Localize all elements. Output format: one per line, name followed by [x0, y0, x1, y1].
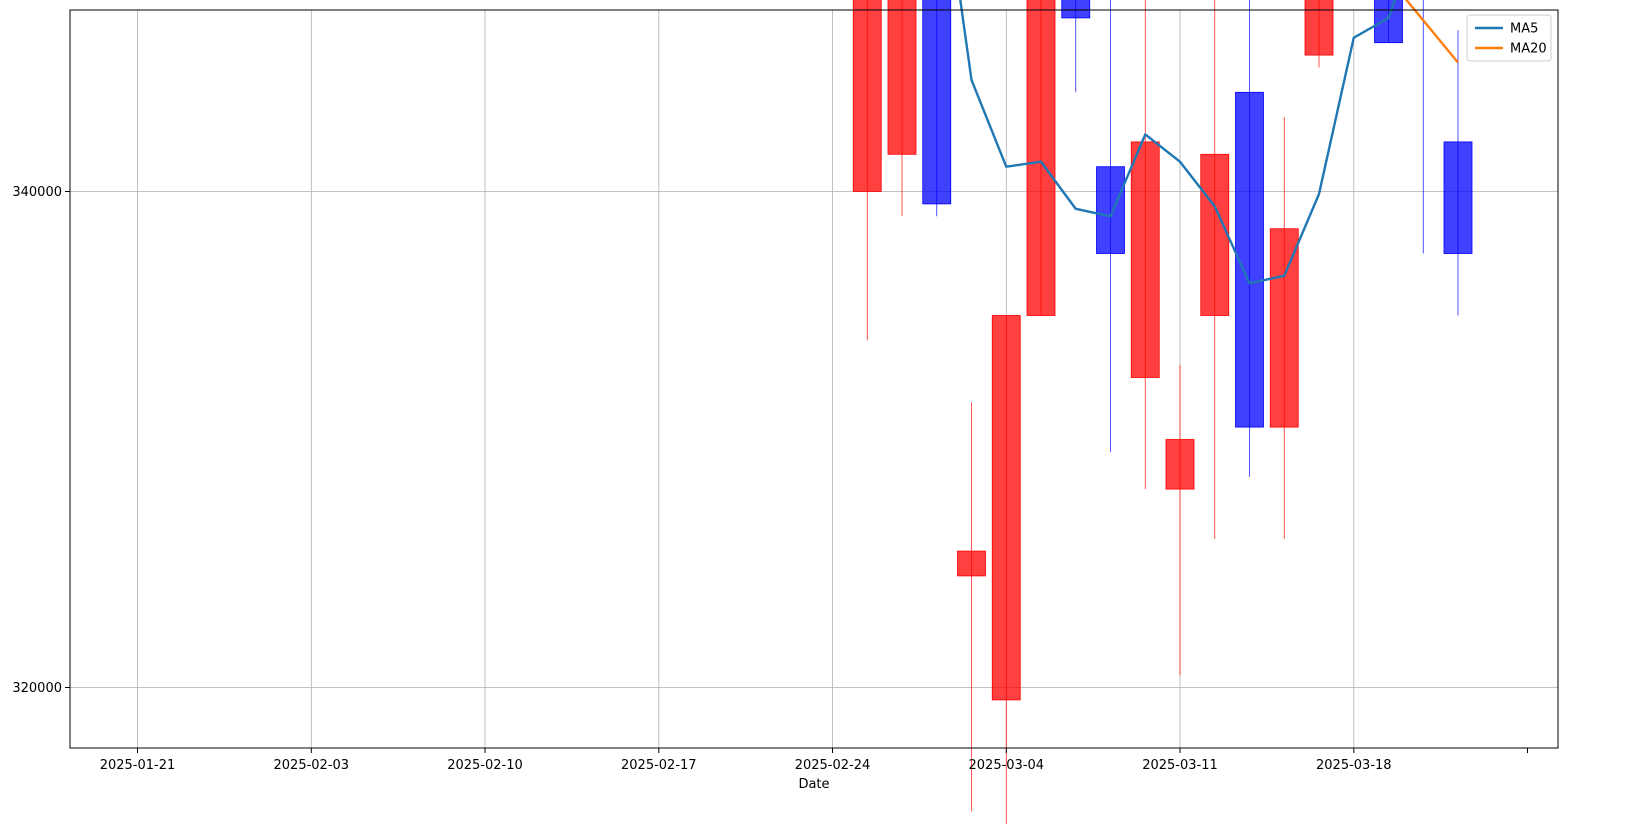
candle-body — [957, 550, 986, 577]
x-tick-label: 2025-01-21 — [100, 758, 176, 773]
candle-body — [1269, 228, 1299, 428]
x-tick-label: 2025-03-18 — [1316, 758, 1392, 773]
x-tick-label: 2025-02-24 — [795, 758, 871, 773]
candle-body — [1096, 166, 1125, 254]
candles — [852, 0, 1473, 824]
series-line-ma5 — [959, 0, 1397, 285]
x-tick-label: 2025-03-11 — [1142, 758, 1218, 773]
candle-body — [1026, 0, 1056, 316]
candle-body — [1165, 439, 1195, 490]
x-axis-ticks: 2025-01-21 2025-02-03 2025-02-10 2025-02-17… — [100, 748, 1528, 773]
candle-body — [1061, 0, 1091, 19]
x-tick-label: 2025-03-04 — [969, 758, 1045, 773]
x-tick-label: 2025-02-10 — [447, 758, 523, 773]
candle-body — [1443, 141, 1473, 254]
plot-frame — [69, 9, 1559, 749]
axes — [69, 9, 1559, 749]
legend-box — [1466, 14, 1552, 62]
candle-body — [1304, 0, 1334, 56]
y-tick-label: 340000 — [12, 185, 62, 200]
x-tick-label: 2025-02-03 — [274, 758, 350, 773]
candle-body — [991, 315, 1021, 701]
candle-body — [887, 0, 917, 155]
candle-body — [1130, 141, 1160, 378]
y-tick-label: 320000 — [12, 681, 62, 696]
candle-body — [1374, 0, 1403, 44]
ma-lines — [959, 0, 1459, 285]
candle-body — [922, 0, 952, 205]
legend: MA5 MA20 — [1466, 14, 1552, 62]
y-axis-ticks: 3200003400003600003800004000004200004400… — [12, 185, 70, 696]
x-tick-label: 2025-02-17 — [621, 758, 697, 773]
x-axis-label: Date — [798, 777, 829, 792]
legend-label-ma5: MA5 — [1510, 22, 1538, 37]
candle-body — [1200, 153, 1230, 316]
candle-body — [852, 0, 882, 192]
legend-label-ma20: MA20 — [1510, 42, 1547, 57]
